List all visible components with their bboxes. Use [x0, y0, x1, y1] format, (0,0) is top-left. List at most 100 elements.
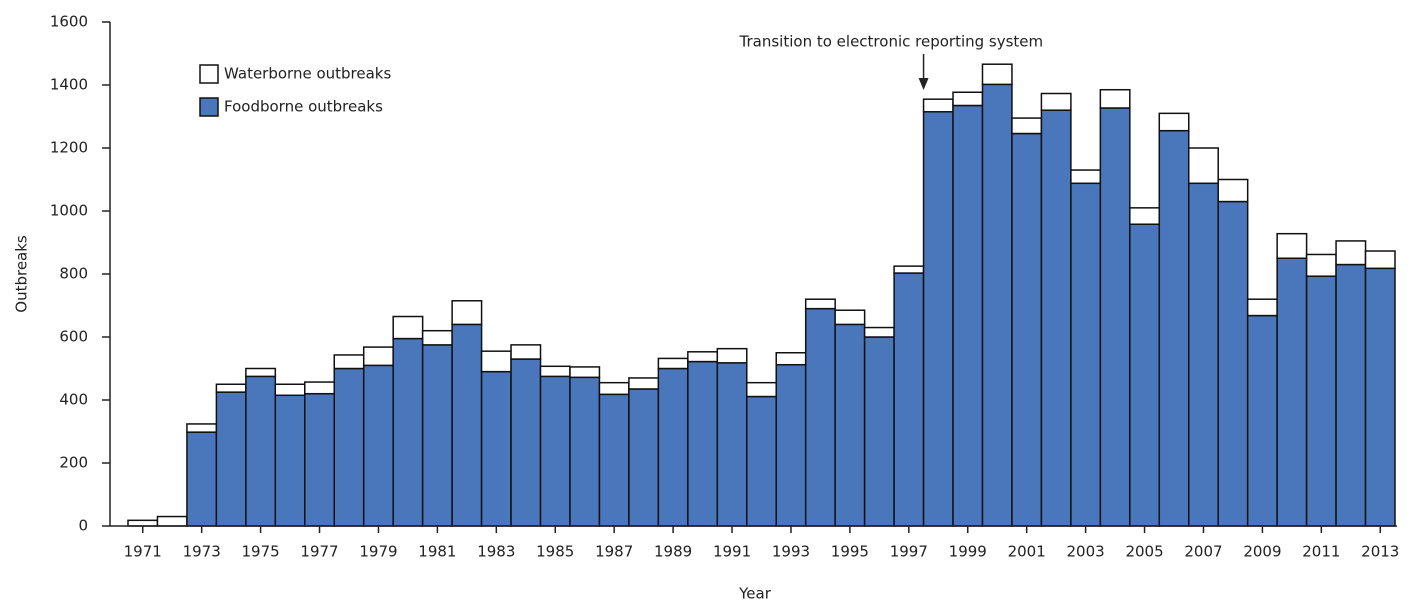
bar-segment — [392, 337, 424, 527]
bar-segment — [1129, 207, 1161, 225]
bar-segment — [451, 323, 483, 527]
bar-segment — [392, 315, 424, 340]
bar-segment — [1246, 298, 1278, 317]
y-tick-label: 800 — [59, 265, 88, 283]
x-tick-label: 1979 — [359, 543, 397, 561]
legend-swatch — [199, 97, 219, 117]
bar-segment — [834, 309, 866, 326]
bar-segment — [421, 344, 453, 527]
bar-segment — [510, 358, 542, 527]
annotation-arrowhead — [918, 78, 929, 90]
bar-segment — [186, 423, 218, 433]
bar-segment — [1364, 267, 1396, 527]
x-axis-label: Year — [738, 585, 772, 603]
bar-segment — [981, 83, 1013, 527]
x-tick-label: 1995 — [831, 543, 869, 561]
bar-segment — [1011, 132, 1043, 527]
bar-segment — [952, 104, 984, 527]
bar-segment — [333, 367, 365, 527]
bar-segment — [687, 360, 719, 527]
x-tick-label: 1993 — [772, 543, 810, 561]
bar-segment — [480, 370, 512, 527]
bar-segment — [1040, 109, 1072, 527]
bar-segment — [127, 519, 159, 527]
bar-segment — [716, 362, 748, 527]
bar-segment — [746, 381, 777, 398]
bar-segment — [569, 376, 601, 527]
bar-segment — [510, 344, 542, 360]
bar-segment — [952, 91, 984, 107]
bar-segment — [1305, 275, 1337, 527]
bar-segment — [598, 381, 630, 396]
x-tick-label: 1983 — [477, 543, 515, 561]
bar-segment — [804, 298, 836, 310]
bar-segment — [215, 391, 247, 527]
x-tick-label: 1973 — [183, 543, 221, 561]
bar-segment — [1187, 147, 1219, 185]
bar-segment — [657, 357, 689, 370]
bar-segment — [804, 307, 836, 527]
bar-segment — [186, 431, 218, 527]
x-tick-label: 2001 — [1008, 543, 1046, 561]
bar-segment — [1099, 88, 1131, 109]
bar-segment — [628, 377, 660, 390]
x-tick-label: 1977 — [300, 543, 338, 561]
y-tick-label: 200 — [59, 454, 88, 472]
bar-segment — [716, 347, 748, 364]
bar-segment — [922, 98, 954, 113]
legend-label: Waterborne outbreaks — [224, 65, 391, 83]
bar-segment — [304, 381, 336, 395]
bar-segment — [1276, 232, 1308, 259]
bar-segment — [245, 375, 277, 527]
bar-segment — [1040, 92, 1072, 111]
bar-segment — [863, 336, 895, 527]
bar-segment — [1011, 117, 1043, 135]
x-tick-label: 2013 — [1361, 543, 1399, 561]
bar-segment — [333, 354, 365, 370]
bar-segment — [775, 363, 807, 527]
x-tick-label: 2003 — [1067, 543, 1105, 561]
y-tick-label: 1600 — [50, 13, 88, 31]
bar-segment — [245, 367, 277, 378]
bar-segment — [362, 364, 394, 527]
bar-segment — [598, 393, 630, 527]
bar-segment — [1364, 250, 1396, 270]
bar-segment — [1335, 263, 1367, 527]
legend-swatch — [199, 64, 219, 84]
bar-segment — [746, 395, 777, 527]
x-tick-label: 1991 — [713, 543, 751, 561]
bar-segment — [480, 350, 512, 373]
x-tick-label: 1975 — [241, 543, 279, 561]
bar-segment — [1158, 112, 1190, 132]
x-tick-label: 1999 — [949, 543, 987, 561]
bar-segment — [1246, 314, 1278, 527]
x-tick-label: 2005 — [1125, 543, 1163, 561]
annotation: Transition to electronic reporting syste… — [739, 33, 1044, 51]
bar-segment — [215, 383, 247, 393]
bar-segment — [451, 300, 483, 326]
y-tick-label: 1200 — [50, 139, 88, 157]
bar-segment — [569, 366, 601, 379]
x-tick-label: 1997 — [890, 543, 928, 561]
bar-segment — [687, 351, 719, 363]
bar-segment — [1335, 240, 1367, 266]
bar-segment — [156, 515, 188, 527]
x-tick-label: 2007 — [1184, 543, 1222, 561]
bar-segment — [893, 272, 925, 527]
y-tick-label: 600 — [59, 328, 88, 346]
bar-segment — [1070, 182, 1102, 527]
bar-segment — [421, 329, 453, 346]
bar-segment — [1158, 129, 1190, 527]
bar-segment — [1305, 253, 1337, 277]
bar-segment — [981, 63, 1013, 86]
bar-segment — [628, 388, 660, 527]
bar-segment — [834, 323, 866, 527]
bar-segment — [539, 375, 571, 527]
x-tick-label: 1985 — [536, 543, 574, 561]
bar-segment — [775, 352, 807, 366]
bar-segment — [1187, 182, 1219, 527]
bar-segment — [1217, 178, 1249, 203]
bar-segment — [274, 394, 306, 527]
bar-segment — [1129, 223, 1161, 527]
